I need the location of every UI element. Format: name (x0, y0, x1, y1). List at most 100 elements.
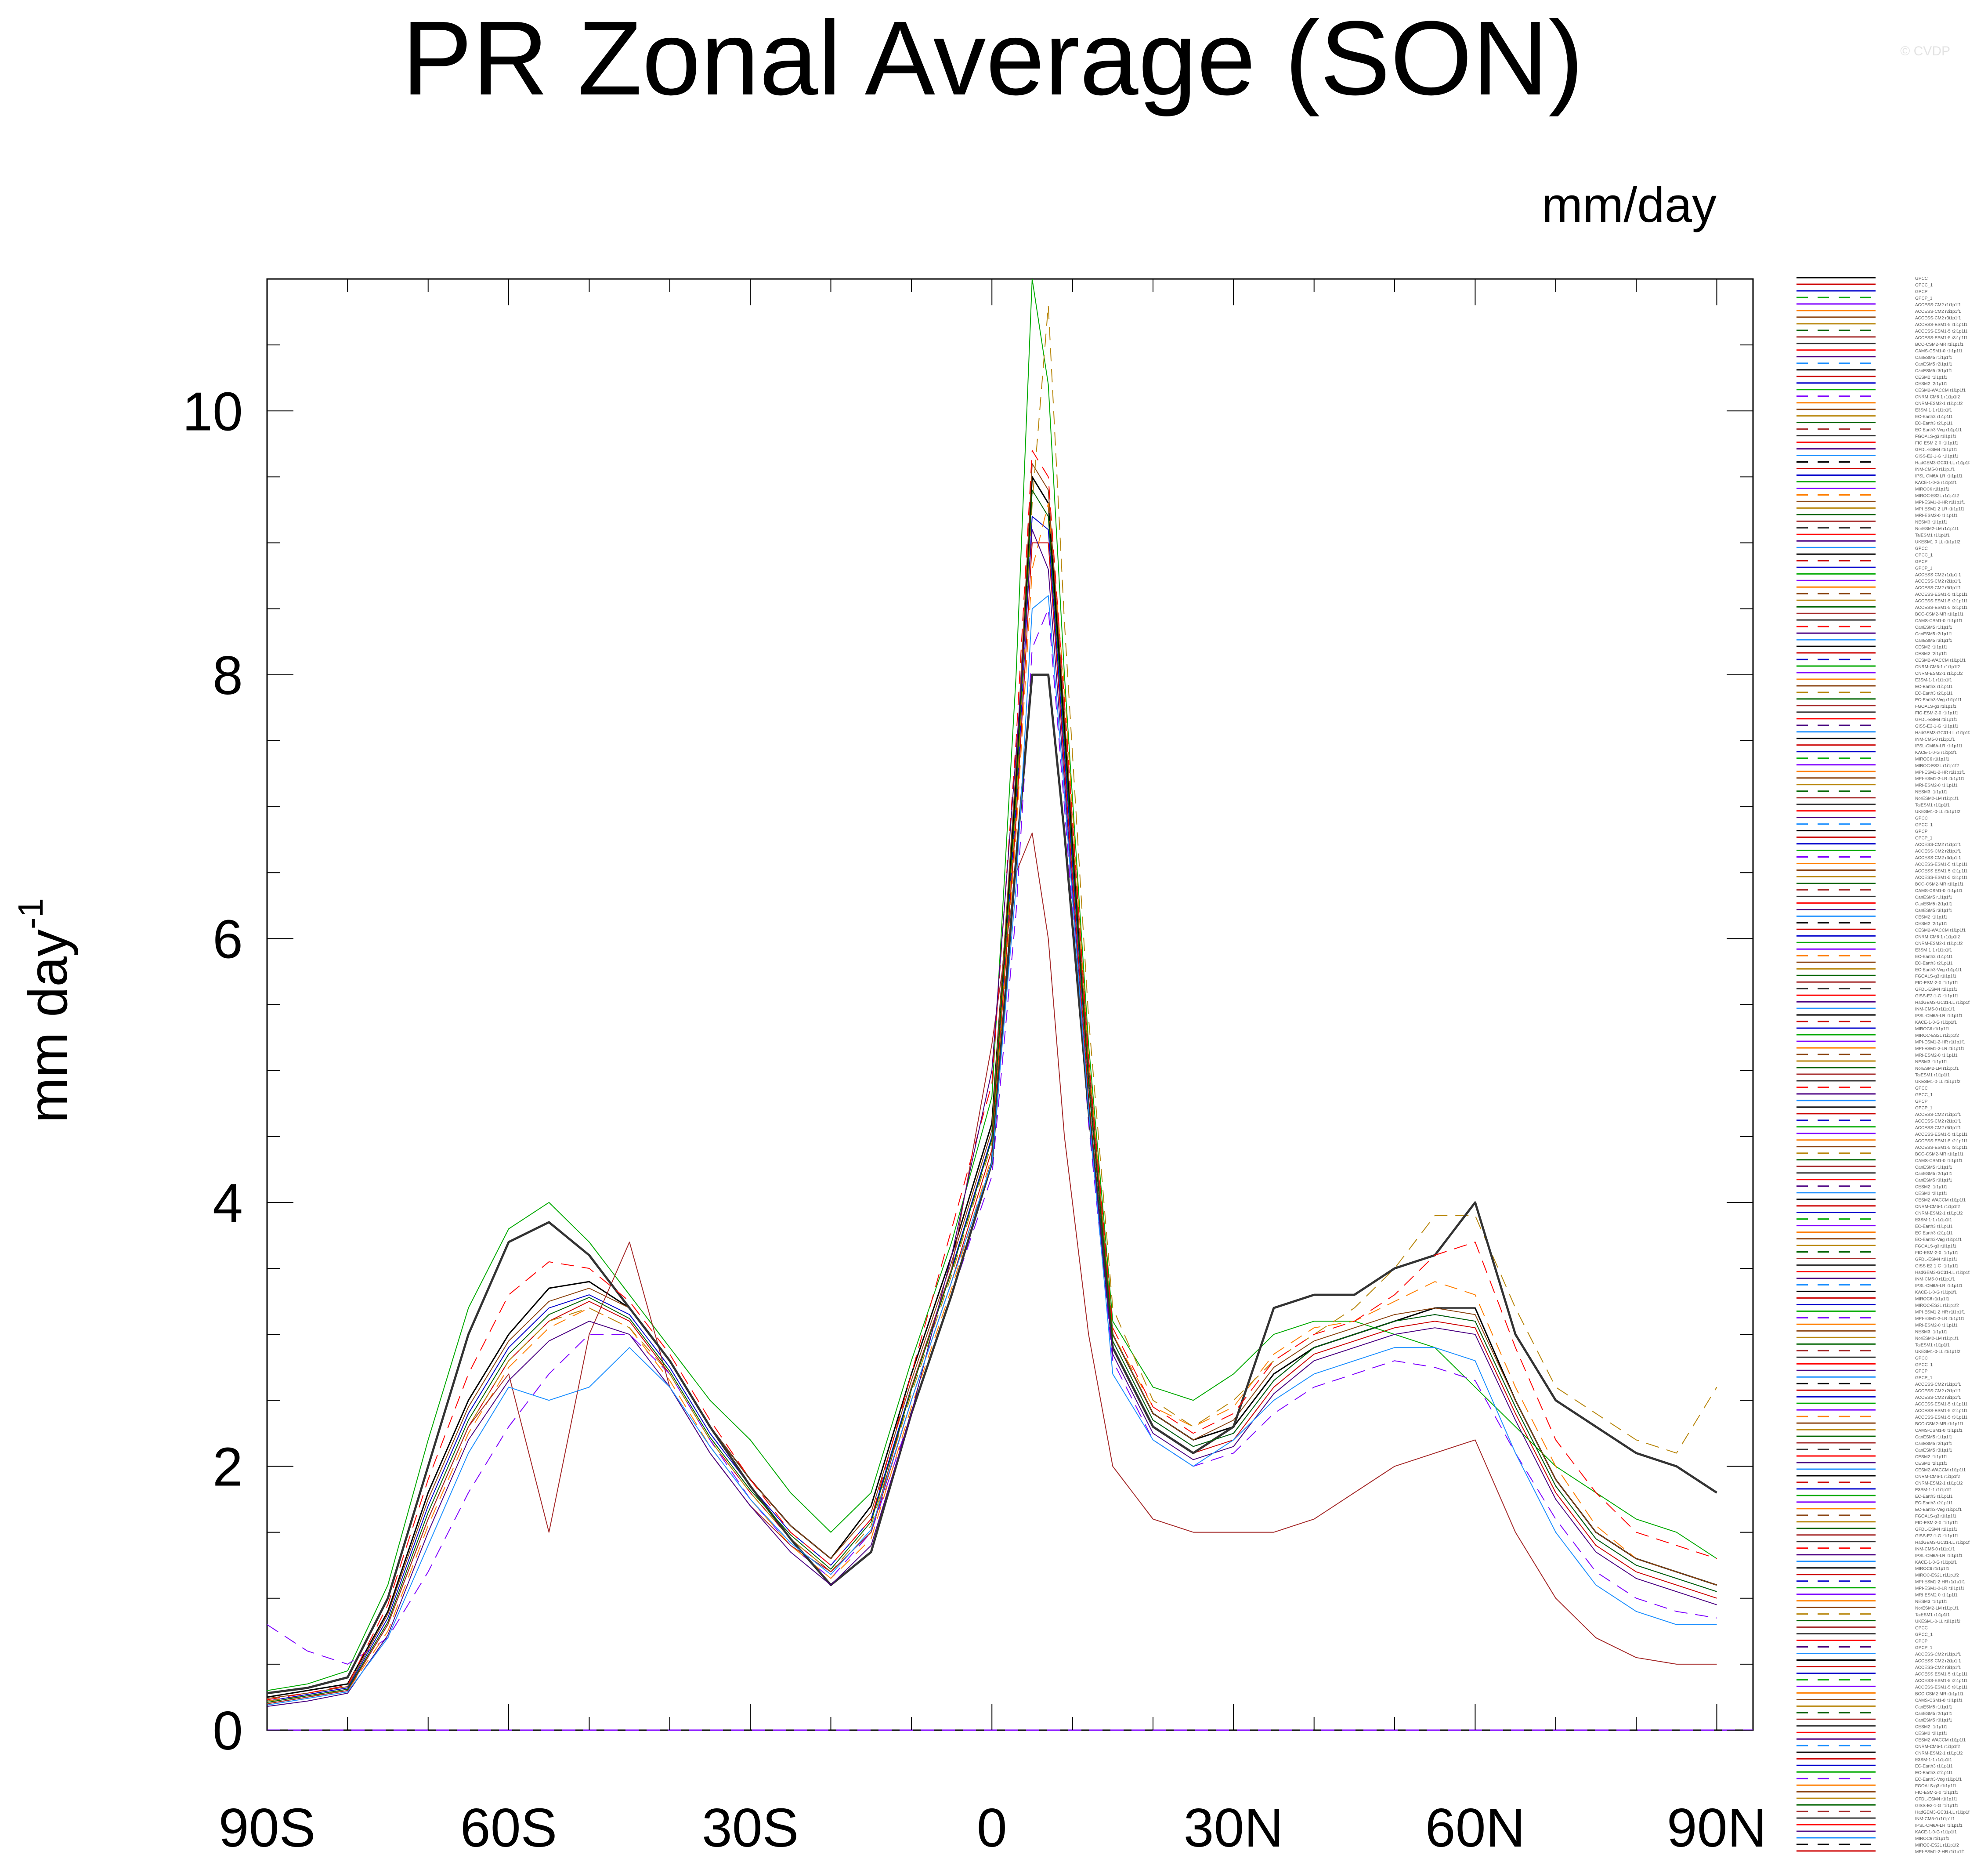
legend-entry: CanESM5 r3i1p1f1 (1915, 908, 1952, 913)
x-tick-label: 90N (1667, 1798, 1767, 1858)
legend-entry: ACCESS-ESM1-5 r1i1p1f1 (1915, 1672, 1968, 1677)
legend-entry: NorESM2-LM r1i1p1f1 (1915, 526, 1959, 531)
legend-entry: NorESM2-LM r1i1p1f1 (1915, 797, 1959, 801)
legend-entry: ACCESS-ESM1-5 r2i1p1f1 (1915, 869, 1968, 874)
legend-entry: HadGEM3-GC31-LL r1i1p1f3 (1915, 1000, 1970, 1005)
legend-entry: CNRM-CM6-1 r1i1p1f2 (1915, 1205, 1960, 1210)
legend-entry: CNRM-CM6-1 r1i1p1f2 (1915, 665, 1960, 670)
legend-entry: MPI-ESM1-2-HR r1i1p1f1 (1915, 1580, 1965, 1585)
legend-entry: ACCESS-ESM1-5 r2i1p1f1 (1915, 329, 1968, 334)
legend-entry: FIO-ESM-2-0 r1i1p1f1 (1915, 1521, 1959, 1525)
legend-entry: CNRM-ESM2-1 r1i1p1f2 (1915, 1481, 1963, 1486)
legend-entry: CAMS-CSM1-0 r1i1p1f1 (1915, 888, 1963, 893)
legend-entry: ACCESS-ESM1-5 r1i1p1f1 (1915, 592, 1968, 597)
legend-entry: GPCP_1 (1915, 1376, 1933, 1380)
legend-entry: NESM3 r1i1p1f1 (1915, 790, 1948, 795)
series-line-3 (267, 516, 1717, 1702)
series-line-13 (267, 529, 1717, 1707)
series-line-7 (267, 463, 1717, 1699)
legend-entry: ACCESS-CM2 r2i1p1f1 (1915, 309, 1961, 314)
y-tick-label: 0 (213, 1701, 243, 1761)
legend-entry: ACCESS-ESM1-5 r3i1p1f1 (1915, 605, 1968, 610)
legend-entry: IPSL-CM6A-LR r1i1p1f1 (1915, 744, 1963, 749)
legend-entry: CanESM5 r1i1p1f1 (1915, 355, 1952, 360)
y-tick-label: 8 (213, 645, 243, 706)
legend-entry: NESM3 r1i1p1f1 (1915, 520, 1948, 525)
legend-entry: UKESM1-0-LL r1i1p1f2 (1915, 810, 1960, 815)
legend-entry: BCC-CSM2-MR r1i1p1f1 (1915, 1422, 1963, 1427)
legend-entry: FIO-ESM-2-0 r1i1p1f1 (1915, 711, 1959, 716)
legend-entry: GPCC_1 (1915, 1362, 1933, 1367)
legend-entry: HadGEM3-GC31-LL r1i1p1f3 (1915, 1540, 1970, 1545)
legend-entry: EC-Earth3-Veg r1i1p1f1 (1915, 428, 1962, 433)
legend-entry: CESM2-WACCM r1i1p1f1 (1915, 658, 1966, 663)
legend-entry: BCC-CSM2-MR r1i1p1f1 (1915, 1691, 1963, 1696)
legend-entry: CNRM-CM6-1 r1i1p1f2 (1915, 395, 1960, 400)
legend-entry: ACCESS-CM2 r3i1p1f1 (1915, 1666, 1961, 1670)
legend-entry: MIROC6 r1i1p1f1 (1915, 1297, 1949, 1301)
legend-entry: ACCESS-CM2 r1i1p1f1 (1915, 1112, 1961, 1117)
legend-entry: ACCESS-CM2 r3i1p1f1 (1915, 856, 1961, 861)
legend-entry: EC-Earth3 r2i1p1f1 (1915, 961, 1953, 966)
x-tick-label: 60S (460, 1798, 557, 1858)
legend-entry: MIROC6 r1i1p1f1 (1915, 1836, 1949, 1841)
legend-entry: CanESM5 r2i1p1f1 (1915, 632, 1952, 637)
legend-entry: ACCESS-ESM1-5 r2i1p1f1 (1915, 1409, 1968, 1413)
y-tick-label: 4 (213, 1173, 243, 1234)
legend-entry: MPI-ESM1-2-HR r1i1p1f1 (1915, 500, 1965, 505)
legend-entry: TaiESM1 r1i1p1f1 (1915, 533, 1950, 538)
legend-entry: GPCC (1915, 1626, 1928, 1631)
legend-entry: CESM2-WACCM r1i1p1f1 (1915, 388, 1966, 393)
legend-entry: MPI-ESM1-2-HR r1i1p1f1 (1915, 1310, 1965, 1315)
legend-entry: CESM2-WACCM r1i1p1f1 (1915, 1198, 1966, 1203)
series-line-4 (267, 279, 1717, 1691)
legend-entry: E3SM-1-1 r1i1p1f1 (1915, 408, 1952, 413)
series-line-9 (267, 833, 1717, 1704)
legend-entry: EC-Earth3 r1i1p1f1 (1915, 1764, 1953, 1769)
legend-entry: GPCC_1 (1915, 823, 1933, 828)
legend-entry: CAMS-CSM1-0 r1i1p1f1 (1915, 619, 1963, 623)
legend-entry: TaiESM1 r1i1p1f1 (1915, 1343, 1950, 1347)
legend-entry: EC-Earth3 r2i1p1f1 (1915, 421, 1953, 426)
legend-entry: CESM2 r2i1p1f1 (1915, 1192, 1948, 1196)
y-axis-label: mm day-1 (11, 898, 79, 1123)
y-axis-label-superscript: -1 (11, 898, 50, 929)
legend-entry: CanESM5 r2i1p1f1 (1915, 1441, 1952, 1446)
legend-entry: GPCC (1915, 276, 1928, 281)
legend-entry: IPSL-CM6A-LR r1i1p1f1 (1915, 1823, 1963, 1828)
legend-entry: CESM2 r2i1p1f1 (1915, 382, 1948, 387)
legend-entry: UKESM1-0-LL r1i1p1f2 (1915, 540, 1960, 544)
legend-entry: MPI-ESM1-2-LR r1i1p1f1 (1915, 507, 1965, 511)
legend-entry: MRI-ESM2-0 r1i1p1f1 (1915, 1053, 1958, 1058)
x-tick-label: 30S (702, 1798, 799, 1858)
legend-entry: GISS-E2-1-G r1i1p1f1 (1915, 724, 1959, 729)
y-axis-label-text: mm day (18, 929, 79, 1123)
series-line-1 (267, 476, 1717, 1698)
legend-entry: FIO-ESM-2-0 r1i1p1f1 (1915, 441, 1959, 446)
legend-entry: E3SM-1-1 r1i1p1f1 (1915, 948, 1952, 952)
legend-entry: HadGEM3-GC31-LL r1i1p1f3 (1915, 1271, 1970, 1275)
chart-title: PR Zonal Average (SON) (402, 0, 1583, 117)
legend-entry: TaiESM1 r1i1p1f1 (1915, 1073, 1950, 1078)
series-line-14 (267, 595, 1717, 1706)
legend-entry: IPSL-CM6A-LR r1i1p1f1 (1915, 474, 1963, 479)
legend-entry: CNRM-ESM2-1 r1i1p1f2 (1915, 402, 1963, 406)
legend-entry: MIROC6 r1i1p1f1 (1915, 487, 1949, 492)
legend-entry: EC-Earth3-Veg r1i1p1f1 (1915, 1507, 1962, 1512)
legend-entry: GPCP_1 (1915, 296, 1933, 301)
unit-label: mm/day (1542, 177, 1717, 232)
legend-entry: BCC-CSM2-MR r1i1p1f1 (1915, 612, 1963, 617)
legend-entry: MIROC-ES2L r1i1p1f2 (1915, 1843, 1959, 1848)
legend-entry: MPI-ESM1-2-LR r1i1p1f1 (1915, 1316, 1965, 1321)
legend-entry: ACCESS-CM2 r3i1p1f1 (1915, 586, 1961, 590)
legend-entry: GPCC (1915, 1086, 1928, 1091)
legend-entry: ACCESS-CM2 r3i1p1f1 (1915, 1395, 1961, 1400)
legend-entry: E3SM-1-1 r1i1p1f1 (1915, 678, 1952, 683)
legend-entry: NESM3 r1i1p1f1 (1915, 1600, 1948, 1604)
legend-entry: CanESM5 r2i1p1f1 (1915, 902, 1952, 906)
legend-entry: MPI-ESM1-2-HR r1i1p1f1 (1915, 770, 1965, 775)
legend-entry: CanESM5 r1i1p1f1 (1915, 625, 1952, 630)
legend-entry: GPCC_1 (1915, 553, 1933, 558)
legend-entry: HadGEM3-GC31-LL r1i1p1f3 (1915, 1810, 1970, 1815)
